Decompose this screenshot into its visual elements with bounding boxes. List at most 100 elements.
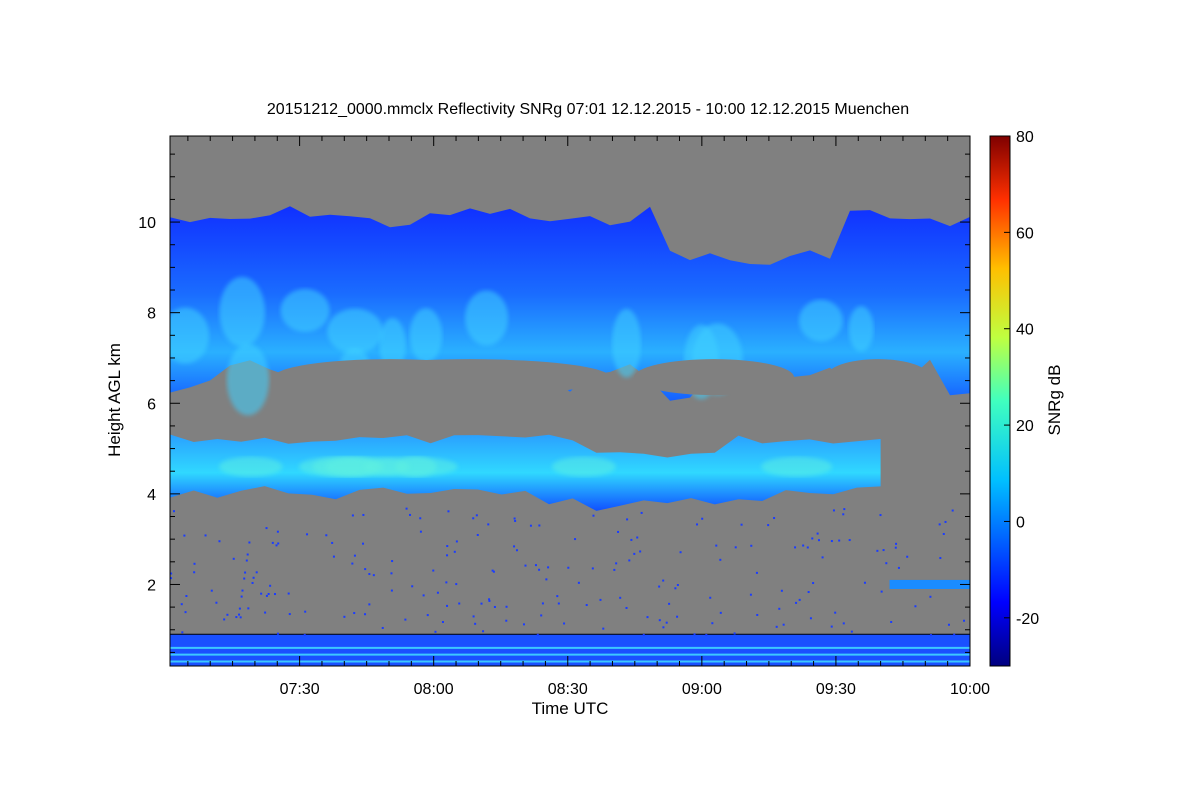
noise-speckle: [170, 572, 173, 575]
noise-speckle: [574, 538, 577, 541]
noise-speckle: [701, 517, 704, 520]
echo-region-mid: [170, 434, 881, 511]
x-tick-label: 07:30: [280, 681, 320, 698]
echo-streak: [170, 307, 210, 364]
noise-speckle: [218, 540, 221, 543]
noise-speckle: [204, 534, 207, 537]
echo-streak: [409, 308, 443, 363]
noise-speckle: [848, 539, 851, 542]
noise-speckle: [709, 596, 712, 599]
noise-speckle: [362, 542, 365, 545]
noise-speckle: [409, 513, 412, 516]
noise-speckle: [419, 530, 422, 533]
noise-speckle: [422, 594, 425, 597]
noise-speckle: [939, 557, 942, 560]
noise-speckle: [238, 613, 241, 616]
noise-speckle: [269, 584, 272, 587]
noise-speckle: [567, 566, 570, 569]
noise-speckle: [472, 615, 475, 618]
noise-speckle: [733, 632, 736, 635]
noise-speckle: [897, 566, 900, 569]
noise-speckle: [245, 559, 248, 562]
noise-speckle: [447, 510, 450, 513]
noise-speckle: [260, 592, 263, 595]
noise-speckle: [488, 598, 491, 601]
noise-speckle: [276, 632, 279, 635]
noise-speckle: [215, 601, 218, 604]
echo-streak: [761, 456, 833, 477]
noise-speckle: [244, 571, 247, 574]
noise-speckle: [232, 557, 235, 560]
noise-speckle: [834, 611, 837, 614]
noise-speckle: [362, 513, 365, 516]
noise-speckle: [953, 633, 956, 636]
noise-speckle: [181, 631, 184, 634]
noise-speckle: [492, 570, 495, 573]
colorbar-tick-label: 0: [1016, 514, 1025, 531]
noise-speckle: [332, 555, 335, 558]
noise-speckle: [184, 611, 187, 614]
noise-speckle: [780, 589, 783, 592]
noise-speckle: [626, 518, 629, 521]
noise-speckle: [749, 593, 752, 596]
y-tick-label: 2: [147, 577, 156, 594]
noise-speckle: [524, 564, 527, 567]
noise-speckle: [351, 514, 354, 517]
noise-speckle: [513, 545, 516, 548]
noise-speckle: [938, 523, 941, 526]
noise-speckle: [275, 544, 278, 547]
noise-speckle: [806, 546, 809, 549]
noise-speckle: [264, 611, 267, 614]
noise-speckle: [491, 569, 494, 572]
noise-speckle: [436, 591, 439, 594]
noise-speckle: [476, 533, 479, 536]
noise-speckle: [538, 524, 541, 527]
noise-speckle: [812, 582, 815, 585]
noise-speckle: [364, 568, 367, 571]
noise-speckle: [668, 602, 671, 605]
no-signal-gap: [330, 359, 610, 396]
noise-speckle: [419, 517, 422, 520]
noise-speckle: [951, 509, 954, 512]
noise-speckle: [455, 583, 458, 586]
noise-speckle: [514, 519, 517, 522]
noise-speckle: [599, 598, 602, 601]
noise-speckle: [630, 538, 633, 541]
noise-speckle: [252, 576, 255, 579]
noise-speckle: [842, 622, 845, 625]
no-signal-gap: [634, 359, 794, 396]
noise-speckle: [557, 602, 560, 605]
noise-speckle: [617, 530, 620, 533]
noise-speckle: [353, 612, 356, 615]
colorbar-tick-label: 80: [1016, 129, 1034, 146]
noise-speckle: [679, 551, 682, 554]
noise-speckle: [303, 633, 306, 636]
colorbar-tick-label: 20: [1016, 418, 1034, 435]
noise-speckle: [185, 594, 188, 597]
y-tick-label: 8: [147, 306, 156, 323]
noise-speckle: [246, 553, 249, 556]
noise-speckle: [193, 571, 196, 574]
noise-speckle: [390, 572, 393, 575]
noise-speckle: [879, 514, 882, 517]
noise-speckle: [240, 595, 243, 598]
noise-speckle: [658, 619, 661, 622]
noise-speckle: [642, 633, 645, 636]
noise-speckle: [210, 589, 213, 592]
echo-streak: [226, 343, 270, 416]
echo-streak: [379, 318, 406, 371]
noise-speckle: [248, 541, 251, 544]
y-tick-label: 10: [138, 215, 156, 232]
noise-speckle: [446, 545, 449, 548]
echo-streak: [219, 276, 265, 347]
noise-speckle: [619, 596, 622, 599]
noise-speckle: [838, 539, 841, 542]
noise-speckle: [807, 591, 810, 594]
noise-speckle: [636, 536, 639, 539]
noise-speckle: [942, 532, 945, 535]
noise-speckle: [890, 620, 893, 623]
noise-speckle: [863, 581, 866, 584]
noise-speckle: [241, 589, 244, 592]
noise-speckle: [809, 617, 812, 620]
